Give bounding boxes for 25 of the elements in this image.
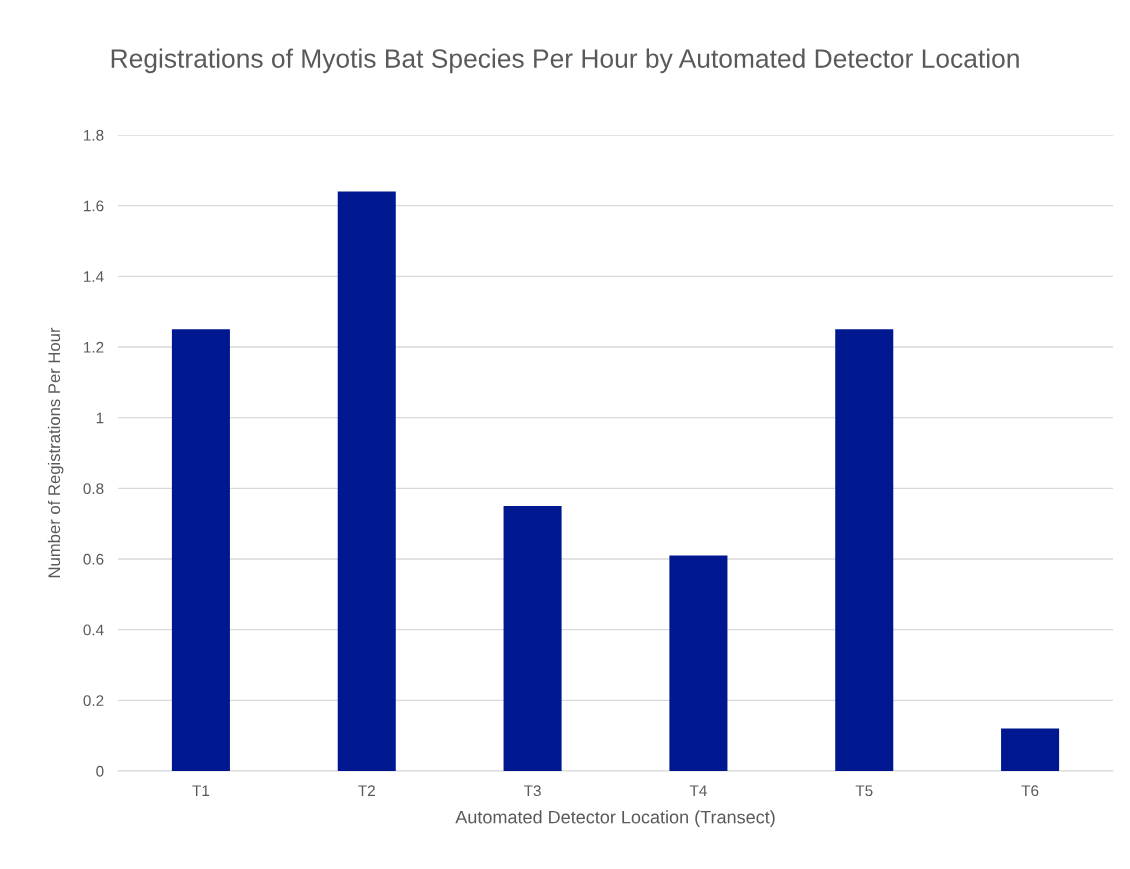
y-tick-label: 0 xyxy=(96,765,104,777)
x-tick-label: T5 xyxy=(855,785,873,797)
bar xyxy=(669,555,728,771)
x-tick-label: T6 xyxy=(1021,785,1039,797)
y-tick-label: 0.6 xyxy=(83,553,104,565)
y-tick-label: 0.2 xyxy=(83,695,104,707)
x-tick-label: T2 xyxy=(358,785,375,796)
y-tick-label: 1.2 xyxy=(84,341,104,353)
bar xyxy=(337,191,396,771)
y-tick-label: 1.4 xyxy=(84,271,104,282)
x-tick-label: T1 xyxy=(192,785,210,796)
y-tick-label: 1.8 xyxy=(84,129,104,141)
x-tick-label: T3 xyxy=(524,785,541,797)
bar xyxy=(171,329,230,771)
chart-title: Registrations of Myotis Bat Species Per Hour by Automated Detector Location xyxy=(111,48,1019,74)
bar xyxy=(835,329,894,771)
y-tick-label: 1 xyxy=(96,412,104,424)
x-tick-label: T4 xyxy=(689,785,707,796)
y-tick-label: 1.6 xyxy=(84,200,104,212)
y-tick-label: 0.4 xyxy=(83,624,104,636)
y-tick-label: 0.8 xyxy=(83,483,104,495)
bar xyxy=(503,506,562,771)
x-axis-title: Automated Detector Location (Transect) xyxy=(455,810,775,828)
bar xyxy=(1001,728,1060,771)
y-axis-title: Number of Registrations Per Hour xyxy=(47,327,64,578)
